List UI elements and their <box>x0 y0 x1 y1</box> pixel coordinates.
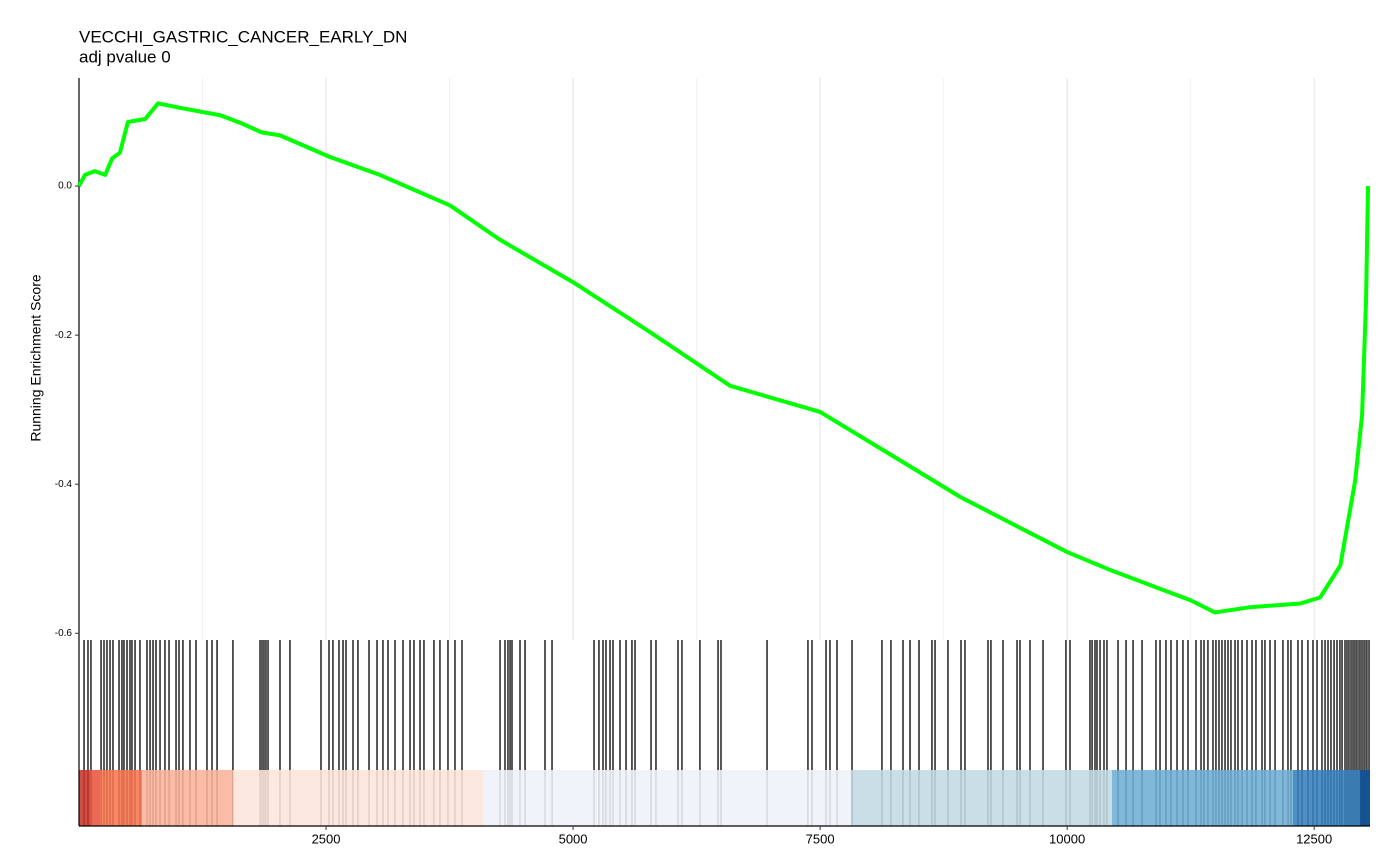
rank-band <box>232 770 483 826</box>
y-tick-label: -0.2 <box>55 330 73 341</box>
rank-band <box>1111 770 1294 826</box>
rank-band <box>100 770 143 826</box>
rank-band <box>89 770 101 826</box>
y-axis-label: Running Enrichment Score <box>28 274 44 442</box>
rank-band <box>851 770 1112 826</box>
y-tick-label: 0.0 <box>58 181 72 192</box>
x-tick-label: 12500 <box>1296 831 1332 846</box>
enrichment-line <box>77 101 1371 615</box>
x-tick-label: 7500 <box>806 831 835 846</box>
y-tick-label: -0.6 <box>55 628 73 639</box>
chart-title: VECCHI_GASTRIC_CANCER_EARLY_DN <box>79 27 407 46</box>
chart-subtitle: adj pvalue 0 <box>79 47 171 66</box>
x-tick-label: 10000 <box>1049 831 1085 846</box>
rank-band <box>79 770 90 826</box>
rank-band <box>1360 770 1370 826</box>
x-tick-label: 2500 <box>312 831 341 846</box>
rank-band <box>482 770 852 826</box>
rank-band <box>142 770 233 826</box>
rank-band <box>1293 770 1361 826</box>
y-tick-label: -0.4 <box>55 479 73 490</box>
x-tick-label: 5000 <box>559 831 588 846</box>
